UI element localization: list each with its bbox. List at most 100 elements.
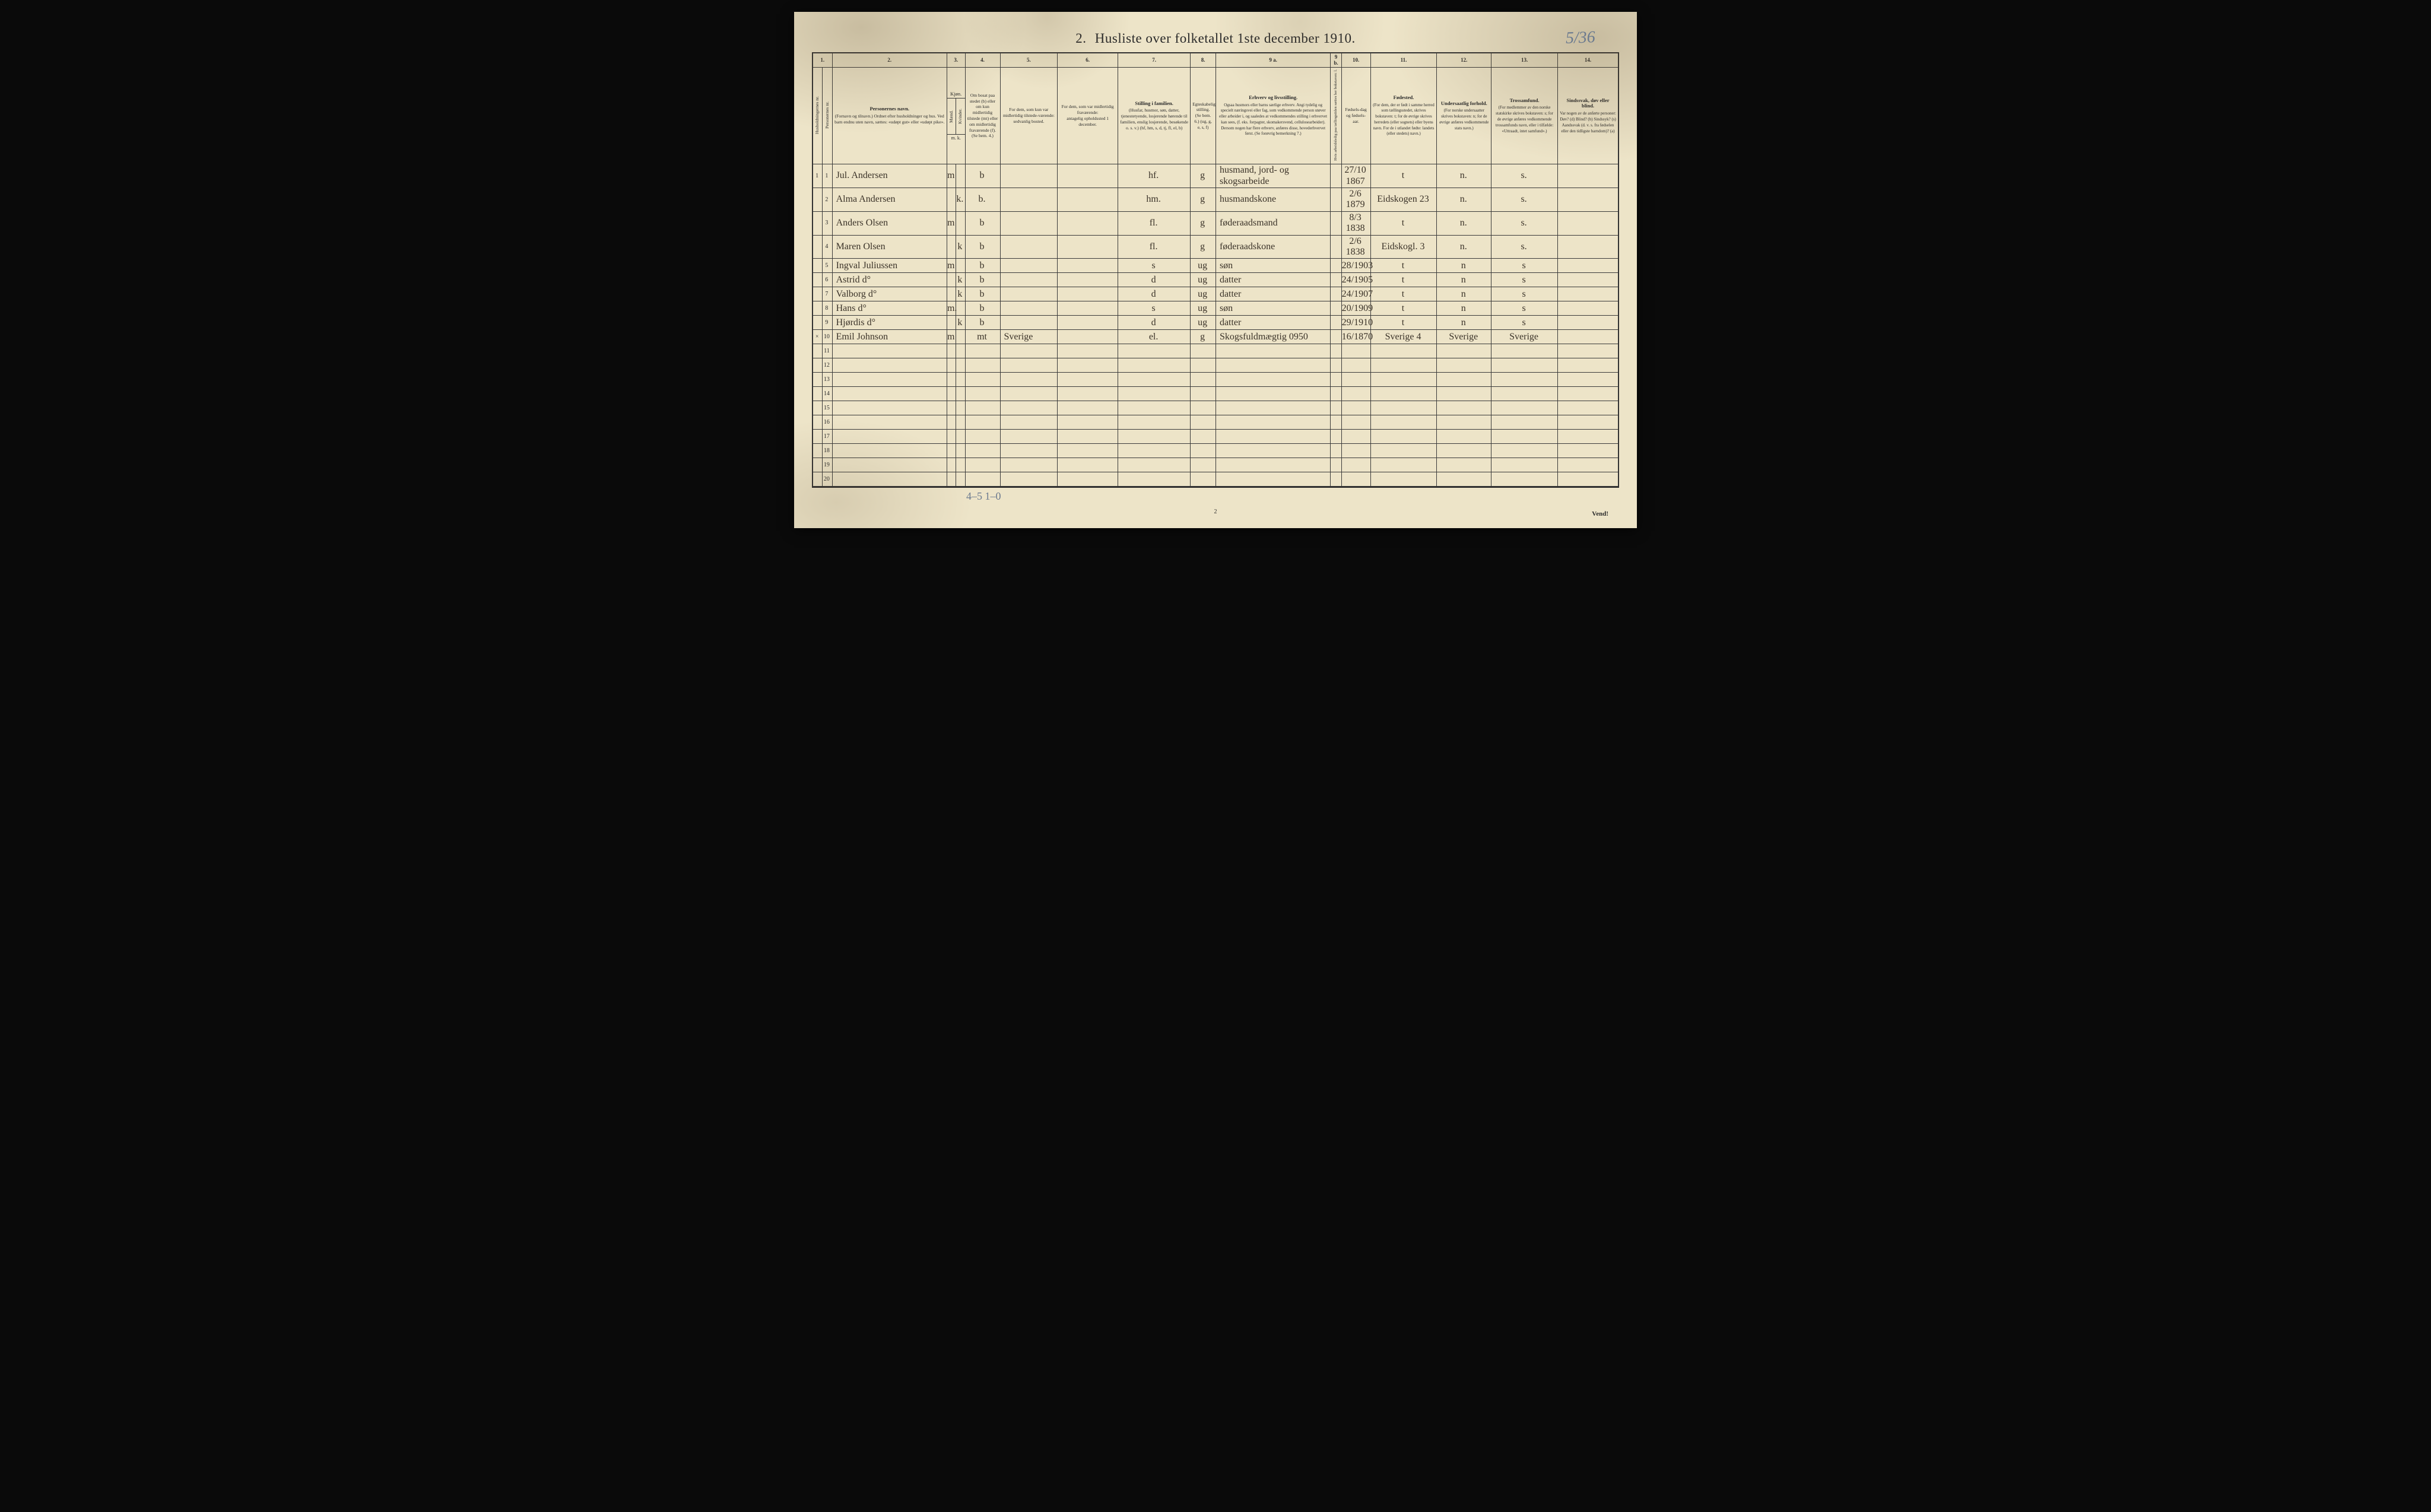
cell-birthplace: t (1370, 164, 1437, 188)
cell-sex-k (956, 164, 965, 188)
cell-empty (1558, 458, 1618, 472)
cell-occupation: Skogsfuldmægtig 0950 (1216, 330, 1330, 344)
cell-religion: s. (1491, 235, 1558, 259)
cell-birthdate: 29/1910 (1341, 316, 1370, 330)
cell-empty (1191, 472, 1216, 487)
cell-household (813, 301, 823, 316)
cell-occupation: datter (1216, 287, 1330, 301)
cell-person-nr: 7 (823, 287, 832, 301)
cell-religion: s (1491, 316, 1558, 330)
cell-empty (1331, 387, 1341, 401)
cell-temp-absent (1058, 287, 1118, 301)
cell-religion: s. (1491, 211, 1558, 235)
cell-empty (947, 401, 956, 415)
cell-empty (813, 444, 823, 458)
cell-empty (1000, 472, 1058, 487)
cell-empty (1331, 344, 1341, 358)
cell-marital: g (1191, 164, 1216, 188)
page-title: 2. Husliste over folketallet 1ste decemb… (812, 31, 1619, 46)
colnum-13: 13. (1491, 53, 1558, 68)
cell-birthplace: t (1370, 287, 1437, 301)
cell-empty: 20 (823, 472, 832, 487)
cell-disability (1558, 259, 1618, 273)
cell-disability (1558, 273, 1618, 287)
cell-sex-m: m. (947, 301, 956, 316)
cell-empty (1331, 358, 1341, 373)
cell-empty (1370, 373, 1437, 387)
cell-family-pos: fl. (1118, 235, 1191, 259)
cell-unemployed (1331, 316, 1341, 330)
cell-empty (1216, 458, 1330, 472)
header-row: Husholdningernes nr. Personernes nr. Per… (813, 67, 1618, 164)
cell-person-nr: 6 (823, 273, 832, 287)
cell-empty (1437, 444, 1491, 458)
cell-empty (1491, 401, 1558, 415)
cell-empty (813, 358, 823, 373)
cell-empty: 19 (823, 458, 832, 472)
cell-empty (813, 458, 823, 472)
cell-family-pos: s (1118, 301, 1191, 316)
title-text: Husliste over folketallet 1ste december … (1095, 31, 1356, 46)
cell-birthplace: t (1370, 211, 1437, 235)
cell-name: Anders Olsen (832, 211, 947, 235)
cell-empty (1216, 344, 1330, 358)
table-row: 9Hjørdis d°kbdugdatter29/1910tns (813, 316, 1618, 330)
cell-unemployed (1331, 287, 1341, 301)
cell-disability (1558, 188, 1618, 212)
table-row: 12 (813, 358, 1618, 373)
cell-empty (1000, 358, 1058, 373)
cell-unemployed (1331, 259, 1341, 273)
cell-birthdate: 28/1903 (1341, 259, 1370, 273)
cell-temp-absent (1058, 330, 1118, 344)
cell-sex-m (947, 188, 956, 212)
cell-religion: s (1491, 287, 1558, 301)
cell-empty (1491, 373, 1558, 387)
cell-temp-present (1000, 301, 1058, 316)
cell-empty (1370, 444, 1437, 458)
table-row: 3Anders Olsenmbfl.gføderaadsmand8/3 1838… (813, 211, 1618, 235)
cell-empty (965, 430, 1000, 444)
cell-nationality: n (1437, 259, 1491, 273)
cell-sex-m (947, 273, 956, 287)
cell-temp-absent (1058, 301, 1118, 316)
cell-empty (1000, 444, 1058, 458)
cell-empty (1331, 401, 1341, 415)
cell-birthdate: 24/1905 (1341, 273, 1370, 287)
cell-empty (832, 358, 947, 373)
table-body: 11Jul. Andersenmbhf.ghusmand, jord- og s… (813, 164, 1618, 487)
cell-empty (947, 373, 956, 387)
cell-person-nr: 9 (823, 316, 832, 330)
hdr-name: Personernes navn. (Fornavn og tilnavn.) … (832, 67, 947, 164)
cell-nationality: n (1437, 316, 1491, 330)
cell-empty (1341, 387, 1370, 401)
cell-empty (947, 415, 956, 430)
page-annotation-top: 5/36 (1566, 28, 1596, 48)
cell-empty (1118, 358, 1191, 373)
cell-sex-k (956, 330, 965, 344)
cell-empty (832, 373, 947, 387)
cell-sex-m (947, 287, 956, 301)
cell-empty (1191, 373, 1216, 387)
cell-empty (813, 401, 823, 415)
cell-empty (1558, 430, 1618, 444)
cell-empty (1491, 472, 1558, 487)
table-row: 5Ingval Juliussenmbsugsøn28/1903tns (813, 259, 1618, 273)
cell-empty (832, 401, 947, 415)
cell-empty (813, 344, 823, 358)
cell-name: Hjørdis d° (832, 316, 947, 330)
cell-household (813, 259, 823, 273)
cell-person-nr: 4 (823, 235, 832, 259)
cell-residence: b (965, 287, 1000, 301)
colnum-5: 5. (1000, 53, 1058, 68)
cell-birthdate: 8/3 1838 (1341, 211, 1370, 235)
cell-empty (1331, 430, 1341, 444)
cell-empty (1058, 373, 1118, 387)
cell-empty (1437, 358, 1491, 373)
cell-empty (1058, 415, 1118, 430)
cell-family-pos: d (1118, 287, 1191, 301)
hdr-household-nr: Husholdningernes nr. (813, 67, 823, 164)
cell-temp-present (1000, 211, 1058, 235)
table-row: 7Valborg d°kbdugdatter24/1907tns (813, 287, 1618, 301)
census-table: 1. 2. 3. 4. 5. 6. 7. 8. 9 a. 9 b. 10. 11… (813, 53, 1618, 487)
table-row: 14 (813, 387, 1618, 401)
